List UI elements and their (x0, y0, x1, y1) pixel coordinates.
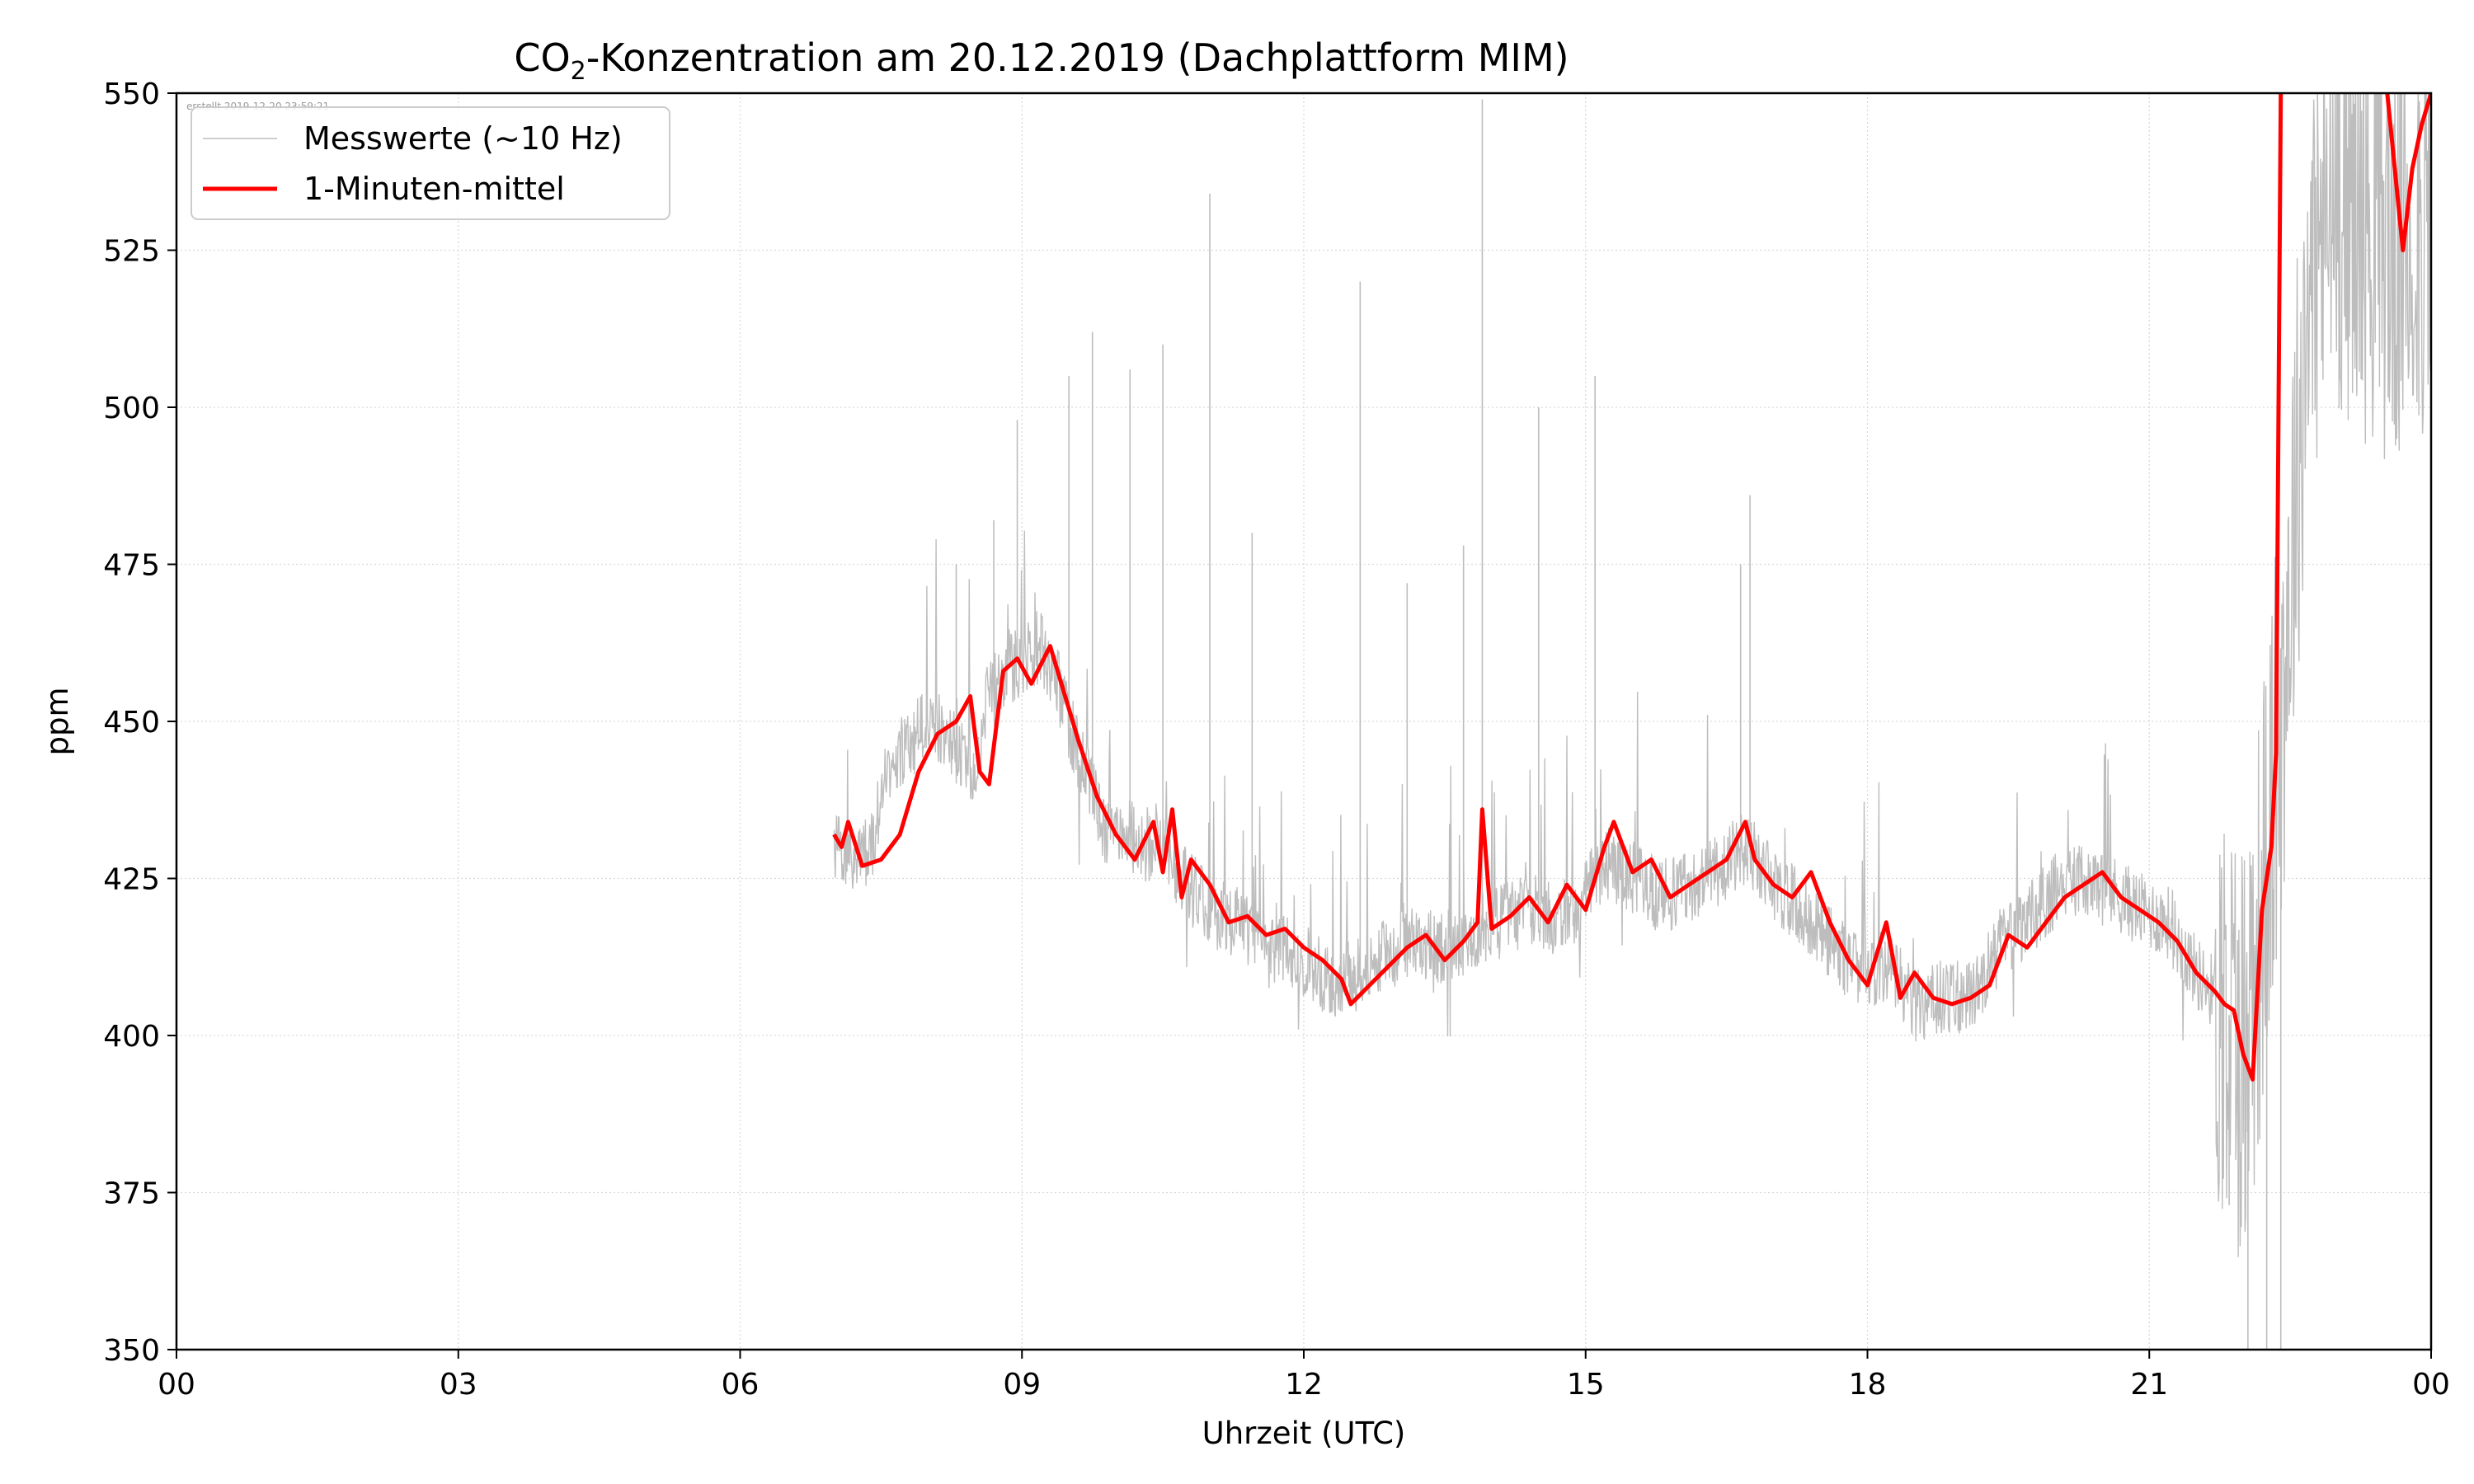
y-tick-label: 475 (103, 549, 160, 583)
legend: Messwerte (~10 Hz) 1-Minuten-mittel (190, 106, 670, 220)
x-tick-label: 15 (1567, 1368, 1605, 1402)
x-tick-label: 21 (2130, 1368, 2168, 1402)
x-axis-label: Uhrzeit (UTC) (1202, 1416, 1406, 1451)
y-tick-label: 450 (103, 706, 160, 740)
legend-label-1-minuten-mittel: 1-Minuten-mittel (303, 171, 565, 207)
y-tick-label: 550 (103, 77, 160, 111)
y-tick-label: 375 (103, 1177, 160, 1211)
x-tick-label: 18 (1849, 1368, 1887, 1402)
axis-ticks: 00 03 06 09 12 15 18 21 003503754004254504755005… (103, 77, 2450, 1402)
chart-title: CO2-Konzentration am 20.12.2019 (Dachpla… (514, 35, 1569, 86)
x-tick-label: 00 (2412, 1368, 2450, 1402)
data-series (832, 93, 2431, 1350)
y-tick-label: 525 (103, 235, 160, 269)
y-tick-label: 350 (103, 1334, 160, 1368)
y-tick-label: 400 (103, 1020, 160, 1054)
x-tick-label: 03 (440, 1368, 477, 1402)
x-tick-label: 12 (1285, 1368, 1323, 1402)
series-1-minuten-mittel-line (832, 93, 2431, 1082)
x-tick-label: 06 (722, 1368, 760, 1402)
x-tick-label: 00 (158, 1368, 195, 1402)
x-tick-label: 09 (1003, 1368, 1041, 1402)
legend-label-messwerte: Messwerte (~10 Hz) (303, 120, 623, 157)
legend-box (190, 106, 670, 220)
y-tick-label: 425 (103, 863, 160, 897)
y-axis-label: ppm (40, 687, 75, 755)
y-tick-label: 500 (103, 392, 160, 425)
